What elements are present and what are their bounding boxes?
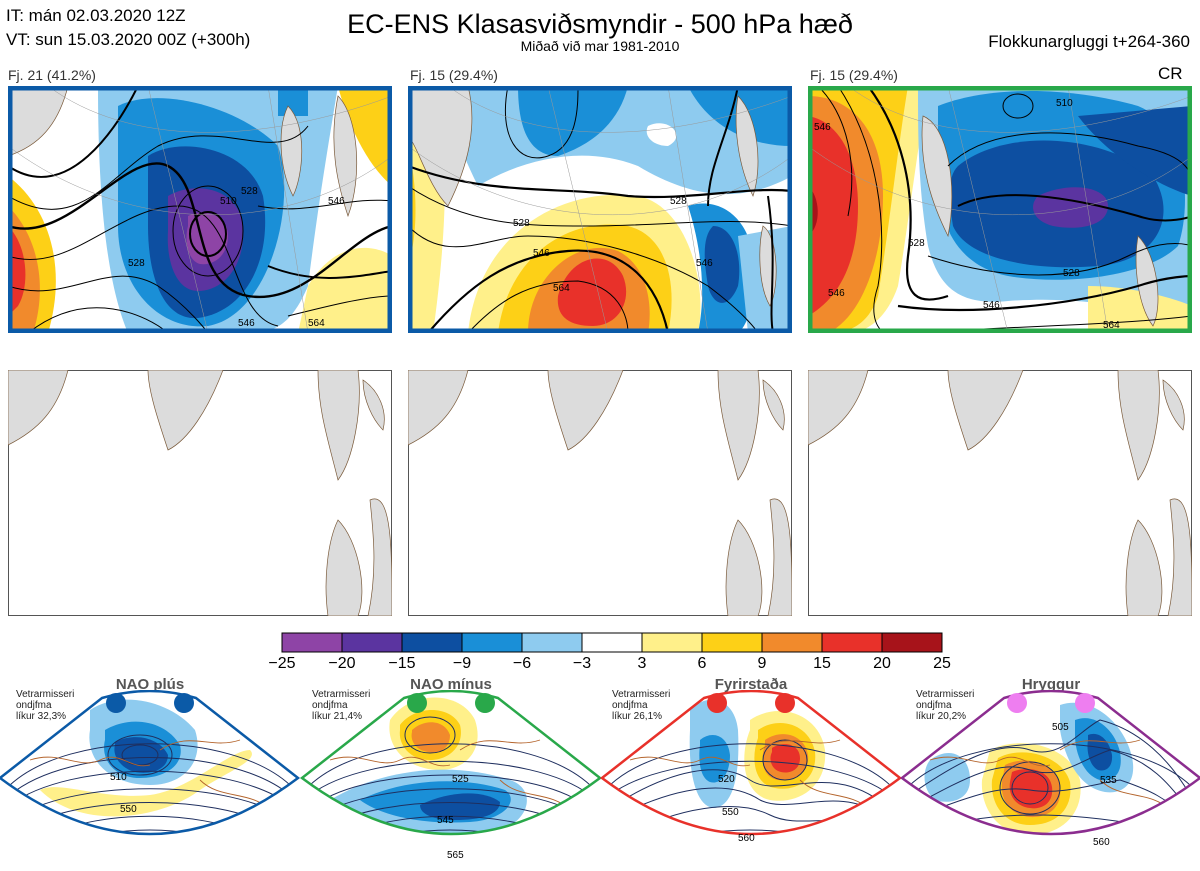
cluster-map-1: 510 528 546 528 546 564 <box>8 86 392 333</box>
panel-3-border <box>808 86 1192 333</box>
empty-map-2 <box>408 370 792 616</box>
colorbar-cell <box>461 632 523 653</box>
colorbar <box>281 632 943 653</box>
page-subtitle: Miðað við mar 1981-2010 <box>520 38 680 54</box>
regime-dot <box>1007 693 1027 713</box>
regime-border-3 <box>599 690 903 836</box>
regime-contour-label: 550 <box>722 807 739 818</box>
contour-label: 510 <box>1056 98 1073 109</box>
contour-label: 564 <box>308 318 325 329</box>
contour-label: 546 <box>328 196 345 207</box>
regime-title-blocking: Fyrirstaða <box>714 676 788 693</box>
panel-1-border <box>8 86 392 333</box>
classification-window: Flokkunargluggi t+264-360 <box>988 32 1190 51</box>
regime-title-ridge: Hryggur <box>1021 676 1081 693</box>
regime-info-1: Vetrarmisseri ondjfma líkur 32,3% <box>16 689 75 722</box>
regime-dot <box>174 693 194 713</box>
empty-map-1 <box>8 370 392 616</box>
contour-label: 546 <box>828 288 845 299</box>
contour-label: 546 <box>814 122 831 133</box>
regime-contour-label: 565 <box>447 850 464 861</box>
panel-3-label: Fj. 15 (29.4%) <box>810 67 898 83</box>
colorbar-tick-label: −3 <box>572 655 592 672</box>
regime-border-2 <box>299 690 603 836</box>
regime-title-nao-minus: NAO mínus <box>410 676 492 693</box>
colorbar-tick-label: 3 <box>637 655 647 672</box>
contour-label: 564 <box>1103 320 1120 331</box>
init-time: IT: mán 02.03.2020 12Z <box>6 6 186 25</box>
regime-dot <box>106 693 126 713</box>
colorbar-tick-label: −20 <box>328 655 356 672</box>
colorbar-cell <box>821 632 883 653</box>
regime-contour-label: 545 <box>437 815 454 826</box>
colorbar-tick-label: 6 <box>697 655 707 672</box>
contour-label: 528 <box>128 258 145 269</box>
page-title: EC-ENS Klasasviðsmyndir - 500 hPa hæð <box>347 9 853 39</box>
regime-contour-label: 525 <box>452 774 469 785</box>
colorbar-cell <box>521 632 583 653</box>
valid-time: VT: sun 15.03.2020 00Z (+300h) <box>6 30 251 49</box>
panel-2-label: Fj. 15 (29.4%) <box>410 67 498 83</box>
regime-dot <box>1075 693 1095 713</box>
colorbar-cell <box>401 632 463 653</box>
cr-badge: CR <box>1158 64 1183 83</box>
regime-contour-label: 520 <box>718 774 735 785</box>
colorbar-tick-label: 15 <box>813 655 831 672</box>
regime-border-4 <box>899 690 1200 836</box>
regime-contour-label: 560 <box>738 833 755 844</box>
panel-2-border <box>408 86 792 333</box>
colorbar-tick-label: −6 <box>512 655 532 672</box>
regime-dot <box>407 693 427 713</box>
regime-maps: 510 550 525 545 565 <box>0 690 1200 861</box>
contour-label: 510 <box>220 196 237 207</box>
contour-label: 528 <box>513 218 530 229</box>
colorbar-tick-label: −9 <box>452 655 472 672</box>
colorbar-cell <box>761 632 823 653</box>
colorbar-tick-label: 20 <box>873 655 891 672</box>
empty-map-3 <box>808 370 1192 616</box>
contour-label: 546 <box>983 300 1000 311</box>
colorbar-cell <box>881 632 943 653</box>
contour-label: 528 <box>670 196 687 207</box>
panel-1-label: Fj. 21 (41.2%) <box>8 67 96 83</box>
contour-label: 546 <box>238 318 255 329</box>
cluster-map-2: 528 546 564 528 546 <box>408 86 792 333</box>
contour-label: 528 <box>241 186 258 197</box>
regime-dot <box>475 693 495 713</box>
regime-contour-label: 535 <box>1100 775 1117 786</box>
cluster-map-3: 510 528 546 528 546 564 546 <box>808 86 1192 333</box>
colorbar-tick-label: 25 <box>933 655 951 672</box>
regime-info-4: Vetrarmisseri ondjfma líkur 20,2% <box>916 689 975 722</box>
colorbar-cell <box>341 632 403 653</box>
regime-contour-label: 510 <box>110 772 127 783</box>
regime-info-3: Vetrarmisseri ondjfma líkur 26,1% <box>612 689 671 722</box>
regime-dot <box>775 693 795 713</box>
contour-label: 564 <box>553 283 570 294</box>
contour-label: 546 <box>696 258 713 269</box>
colorbar-tick-label: −25 <box>268 655 296 672</box>
regime-dot <box>707 693 727 713</box>
regime-contour-label: 560 <box>1093 837 1110 848</box>
regime-info-2: Vetrarmisseri ondjfma líkur 21,4% <box>312 689 371 722</box>
regime-border-1 <box>0 690 301 836</box>
contour-label: 528 <box>908 238 925 249</box>
regime-title-nao-plus: NAO plús <box>115 676 185 693</box>
colorbar-tick-label: −15 <box>388 655 416 672</box>
colorbar-cell <box>281 632 343 653</box>
contour-label: 528 <box>1063 268 1080 279</box>
regime-contour-label: 550 <box>120 804 137 815</box>
contour-label: 546 <box>533 248 550 259</box>
colorbar-cell <box>641 632 703 653</box>
colorbar-cell <box>581 632 643 653</box>
regime-contour-label: 505 <box>1052 722 1069 733</box>
colorbar-tick-label: 9 <box>757 655 767 672</box>
colorbar-cell <box>701 632 763 653</box>
